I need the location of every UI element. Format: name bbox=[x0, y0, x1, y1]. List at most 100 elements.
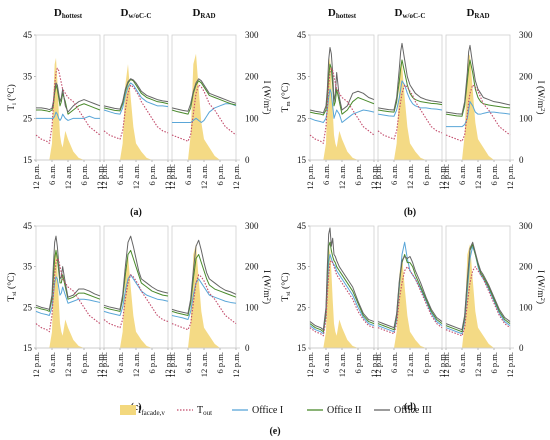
legend-item: Office II bbox=[307, 405, 362, 416]
subplot-1: 12 p.m. 6 a.m. 12 a.m. 6 p.m. 12 p.m. bbox=[373, 34, 447, 190]
panel-label: (b) bbox=[404, 207, 416, 218]
column-title: Dhottest bbox=[54, 7, 83, 20]
y-axis-label-unit: (°C) bbox=[280, 83, 291, 102]
column-title: DRAD bbox=[192, 7, 215, 20]
legend-swatch-area bbox=[120, 405, 136, 415]
x-tick-label: 12 p.m. bbox=[231, 164, 241, 190]
y2-tick-label: 300 bbox=[245, 30, 259, 40]
t-out-line bbox=[445, 84, 511, 142]
y2-tick-label: 0 bbox=[245, 155, 250, 165]
office-ii-line bbox=[309, 63, 375, 116]
y-axis-label-main: T bbox=[281, 106, 291, 112]
subplot-1: 12 p.m. 6 a.m. 12 a.m. 6 p.m. 12 p.m. bbox=[99, 225, 173, 378]
office-iii-line bbox=[309, 47, 375, 114]
x-tick-label: 12 p.m. bbox=[505, 352, 515, 378]
y-tick-label: 35 bbox=[23, 72, 33, 82]
x-tick-label: 12 p.m. bbox=[95, 164, 105, 190]
office-i-line bbox=[35, 276, 101, 316]
y-tick-label: 45 bbox=[297, 30, 307, 40]
office-i-line bbox=[309, 88, 375, 123]
y2-tick-label: 100 bbox=[245, 113, 259, 123]
x-tick-label: 12 p.m. bbox=[369, 352, 379, 378]
x-tick-label: 6 p.m. bbox=[147, 352, 157, 374]
x-tick-label: 12 a.m. bbox=[473, 352, 483, 377]
x-tick-label: 6 a.m. bbox=[389, 352, 399, 373]
y-axis-label: Tsi (°C) bbox=[280, 273, 292, 302]
office-iii-line bbox=[171, 78, 237, 112]
subplot-1: 12 p.m. 6 a.m. 12 a.m. 6 p.m. 12 p.m. bbox=[373, 225, 447, 378]
x-tick-label: 6 p.m. bbox=[353, 352, 363, 374]
irradiance-area bbox=[446, 244, 510, 348]
x-tick-label: 12 p.m. bbox=[373, 164, 383, 190]
t-out-line bbox=[171, 84, 237, 142]
x-tick-label: 12 a.m. bbox=[63, 164, 73, 189]
x-tick-label: 12 p.m. bbox=[95, 352, 105, 378]
x-tick-label: 12 a.m. bbox=[199, 164, 209, 189]
office-i-line bbox=[172, 103, 237, 123]
y-axis-label-sub: m bbox=[285, 101, 292, 106]
y2-axis-label-main: I (W/m bbox=[535, 270, 546, 298]
x-tick-label: 6 p.m. bbox=[489, 164, 499, 186]
office-i-line bbox=[446, 101, 511, 128]
legend-label: Office II bbox=[327, 405, 362, 416]
x-tick-label: 12 p.m. bbox=[231, 352, 241, 378]
x-tick-label: 6 p.m. bbox=[421, 164, 431, 186]
x-tick-label: 12 p.m. bbox=[31, 164, 41, 190]
y-axis-label-unit: (°C) bbox=[6, 273, 17, 292]
subplot-frame bbox=[103, 225, 169, 349]
chart-panel-a: Dhottest Dw/oC-C DRAD453525153002001000Ti … bbox=[6, 7, 272, 218]
column-title-sub: RAD bbox=[200, 12, 215, 20]
y2-axis-label-end: ) bbox=[535, 301, 546, 304]
y-tick-label: 15 bbox=[23, 155, 33, 165]
irradiance-area bbox=[378, 64, 442, 160]
legend-label-main: Office III bbox=[394, 405, 432, 416]
column-title-sub: w/oC-C bbox=[129, 12, 152, 20]
y2-axis-label-end: ) bbox=[261, 301, 272, 304]
y2-axis-label-main: I (W/m bbox=[535, 80, 546, 108]
y-tick-label: 45 bbox=[23, 221, 33, 231]
column-title: Dw/oC-C bbox=[395, 7, 426, 20]
x-tick-label: 6 p.m. bbox=[215, 352, 225, 374]
subplot-1: 12 p.m. 6 a.m. 12 a.m. 6 p.m. 12 p.m. bbox=[99, 34, 173, 190]
office-i-line bbox=[377, 241, 443, 333]
irradiance-area bbox=[36, 57, 100, 160]
y2-tick-label: 200 bbox=[519, 262, 533, 272]
y-axis-label: Ti (°C) bbox=[6, 84, 18, 110]
y-tick-label: 35 bbox=[297, 72, 307, 82]
y-tick-label: 45 bbox=[23, 30, 33, 40]
column-title-sub: w/oC-C bbox=[403, 12, 426, 20]
legend-label-sub: facade,v bbox=[141, 409, 165, 417]
x-tick-label: 12 p.m. bbox=[167, 164, 177, 190]
y2-tick-label: 0 bbox=[519, 343, 524, 353]
y2-tick-label: 300 bbox=[519, 221, 533, 231]
legend-label-main: I bbox=[138, 405, 141, 416]
legend-label-sub: out bbox=[203, 409, 212, 417]
office-i-line bbox=[309, 253, 375, 335]
x-tick-label: 12 p.m. bbox=[163, 164, 173, 190]
y2-axis-label-sup: 2 bbox=[265, 298, 272, 301]
x-tick-label: 12 a.m. bbox=[199, 352, 209, 377]
y2-axis-label-end: ) bbox=[535, 111, 546, 114]
y2-axis-label: I (W/m2) bbox=[261, 80, 272, 114]
x-tick-label: 12 p.m. bbox=[305, 164, 315, 190]
y2-axis-label: I (W/m2) bbox=[535, 270, 546, 304]
x-tick-label: 6 p.m. bbox=[489, 352, 499, 374]
x-tick-label: 12 p.m. bbox=[437, 164, 447, 190]
y2-axis-label-sup: 2 bbox=[539, 298, 546, 301]
y2-axis-label: I (W/m2) bbox=[261, 270, 272, 304]
y-axis-label-unit: (°C) bbox=[280, 273, 291, 292]
y-tick-label: 35 bbox=[297, 262, 307, 272]
office-ii-line bbox=[445, 59, 511, 117]
y2-axis-label: I (W/m2) bbox=[535, 80, 546, 114]
legend-label: Office I bbox=[252, 405, 283, 416]
column-title-main: D bbox=[192, 7, 200, 19]
subplot-0: 12 p.m. 6 a.m. 12 a.m. 6 p.m. 12 p.m. bbox=[31, 225, 105, 378]
y-tick-label: 15 bbox=[297, 155, 307, 165]
x-tick-label: 6 a.m. bbox=[47, 352, 57, 373]
office-iii-line bbox=[309, 227, 375, 331]
x-tick-label: 12 a.m. bbox=[131, 164, 141, 189]
x-tick-label: 12 p.m. bbox=[31, 352, 41, 378]
y2-tick-label: 0 bbox=[519, 155, 524, 165]
column-title-main: D bbox=[54, 7, 62, 19]
